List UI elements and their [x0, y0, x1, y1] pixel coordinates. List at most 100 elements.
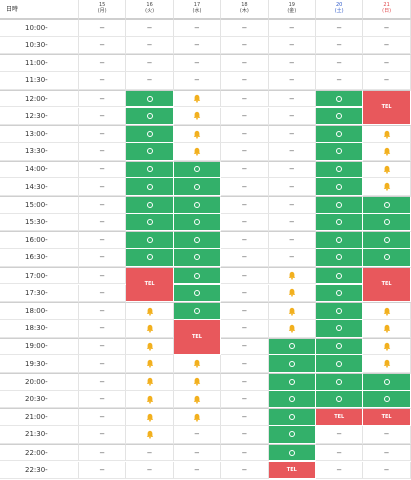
- slot-tel[interactable]: TEL: [316, 408, 364, 427]
- slot-available[interactable]: [173, 266, 222, 285]
- slot-few-left[interactable]: [173, 89, 222, 108]
- slot-few-left[interactable]: [173, 355, 222, 373]
- slot-available[interactable]: [173, 178, 222, 196]
- slot-few-left[interactable]: [363, 125, 411, 143]
- slot-available[interactable]: [126, 142, 174, 161]
- slot-tel[interactable]: TEL: [363, 408, 411, 427]
- slot-few-left[interactable]: [268, 319, 316, 338]
- slot-available[interactable]: [316, 160, 364, 179]
- time-label: 10:00-: [0, 19, 79, 37]
- slot-few-left[interactable]: [268, 284, 316, 303]
- slot-few-left[interactable]: [126, 319, 174, 338]
- slot-available[interactable]: [173, 196, 222, 214]
- slot-unavailable: −: [268, 125, 316, 143]
- slot-available[interactable]: [126, 107, 174, 126]
- slot-available[interactable]: [173, 160, 222, 179]
- slot-available[interactable]: [316, 355, 364, 373]
- slot-available[interactable]: [126, 213, 174, 232]
- slot-few-left[interactable]: [173, 408, 222, 427]
- slot-few-left[interactable]: [126, 426, 174, 444]
- slot-available[interactable]: [173, 249, 222, 267]
- slot-few-left[interactable]: [126, 390, 174, 409]
- slot-few-left[interactable]: [363, 319, 411, 338]
- slot-available[interactable]: [173, 213, 222, 232]
- slot-available[interactable]: [316, 89, 364, 108]
- slot-available[interactable]: [268, 373, 316, 391]
- slot-available[interactable]: [268, 355, 316, 373]
- available-circle-icon: [146, 201, 153, 208]
- slot-unavailable: −: [173, 19, 222, 37]
- slot-tel[interactable]: TEL: [126, 266, 174, 303]
- slot-available[interactable]: [126, 231, 174, 250]
- slot-available[interactable]: [316, 125, 364, 143]
- slot-few-left[interactable]: [126, 355, 174, 373]
- slot-few-left[interactable]: [363, 160, 411, 179]
- time-label: 10:30-: [0, 36, 79, 55]
- slot-available[interactable]: [126, 196, 174, 214]
- slot-few-left[interactable]: [268, 302, 316, 320]
- slot-few-left[interactable]: [173, 142, 222, 161]
- dash: −: [194, 41, 200, 50]
- slot-few-left[interactable]: [173, 125, 222, 143]
- slot-available[interactable]: [126, 89, 174, 108]
- slot-tel[interactable]: TEL: [173, 319, 222, 356]
- slot-tel[interactable]: TEL: [363, 89, 411, 126]
- slot-few-left[interactable]: [363, 337, 411, 356]
- available-circle-icon: [336, 148, 343, 155]
- slot-few-left[interactable]: [173, 373, 222, 391]
- slot-available[interactable]: [363, 196, 411, 214]
- slot-few-left[interactable]: [363, 355, 411, 373]
- slot-few-left[interactable]: [363, 302, 411, 320]
- slot-available[interactable]: [316, 373, 364, 391]
- slot-unavailable: −: [268, 231, 316, 250]
- slot-available[interactable]: [316, 390, 364, 409]
- slot-few-left[interactable]: [126, 408, 174, 427]
- slot-tel[interactable]: TEL: [268, 461, 316, 480]
- slot-unavailable: −: [221, 36, 269, 55]
- slot-unavailable: −: [79, 337, 127, 356]
- slot-available[interactable]: [316, 213, 364, 232]
- slot-available[interactable]: [173, 284, 222, 303]
- day-of-week: (水): [192, 8, 202, 14]
- slot-available[interactable]: [316, 107, 364, 126]
- slot-available[interactable]: [316, 178, 364, 196]
- slot-few-left[interactable]: [173, 107, 222, 126]
- slot-available[interactable]: [316, 284, 364, 303]
- slot-available[interactable]: [173, 231, 222, 250]
- slot-available[interactable]: [363, 231, 411, 250]
- slot-available[interactable]: [316, 231, 364, 250]
- slot-few-left[interactable]: [126, 337, 174, 356]
- slot-available[interactable]: [363, 249, 411, 267]
- slot-tel[interactable]: TEL: [363, 266, 411, 303]
- slot-available[interactable]: [363, 213, 411, 232]
- slot-available[interactable]: [316, 302, 364, 320]
- slot-few-left[interactable]: [126, 302, 174, 320]
- bell-icon: [383, 342, 390, 351]
- slot-available[interactable]: [126, 160, 174, 179]
- available-circle-icon: [146, 112, 153, 119]
- slot-available[interactable]: [126, 249, 174, 267]
- slot-available[interactable]: [316, 319, 364, 338]
- slot-available[interactable]: [126, 125, 174, 143]
- slot-few-left[interactable]: [363, 142, 411, 161]
- slot-few-left[interactable]: [173, 390, 222, 409]
- slot-available[interactable]: [268, 408, 316, 427]
- dash: −: [241, 94, 248, 103]
- slot-available[interactable]: [316, 266, 364, 285]
- slot-available[interactable]: [126, 178, 174, 196]
- slot-unavailable: −: [173, 72, 222, 90]
- slot-available[interactable]: [316, 196, 364, 214]
- slot-available[interactable]: [316, 142, 364, 161]
- slot-available[interactable]: [363, 390, 411, 409]
- slot-few-left[interactable]: [268, 266, 316, 285]
- slot-few-left[interactable]: [126, 373, 174, 391]
- slot-available[interactable]: [173, 302, 222, 320]
- slot-available[interactable]: [316, 249, 364, 267]
- slot-available[interactable]: [363, 373, 411, 391]
- slot-available[interactable]: [268, 426, 316, 444]
- slot-available[interactable]: [268, 337, 316, 356]
- slot-available[interactable]: [268, 443, 316, 462]
- slot-few-left[interactable]: [363, 178, 411, 196]
- slot-available[interactable]: [316, 337, 364, 356]
- slot-available[interactable]: [268, 390, 316, 409]
